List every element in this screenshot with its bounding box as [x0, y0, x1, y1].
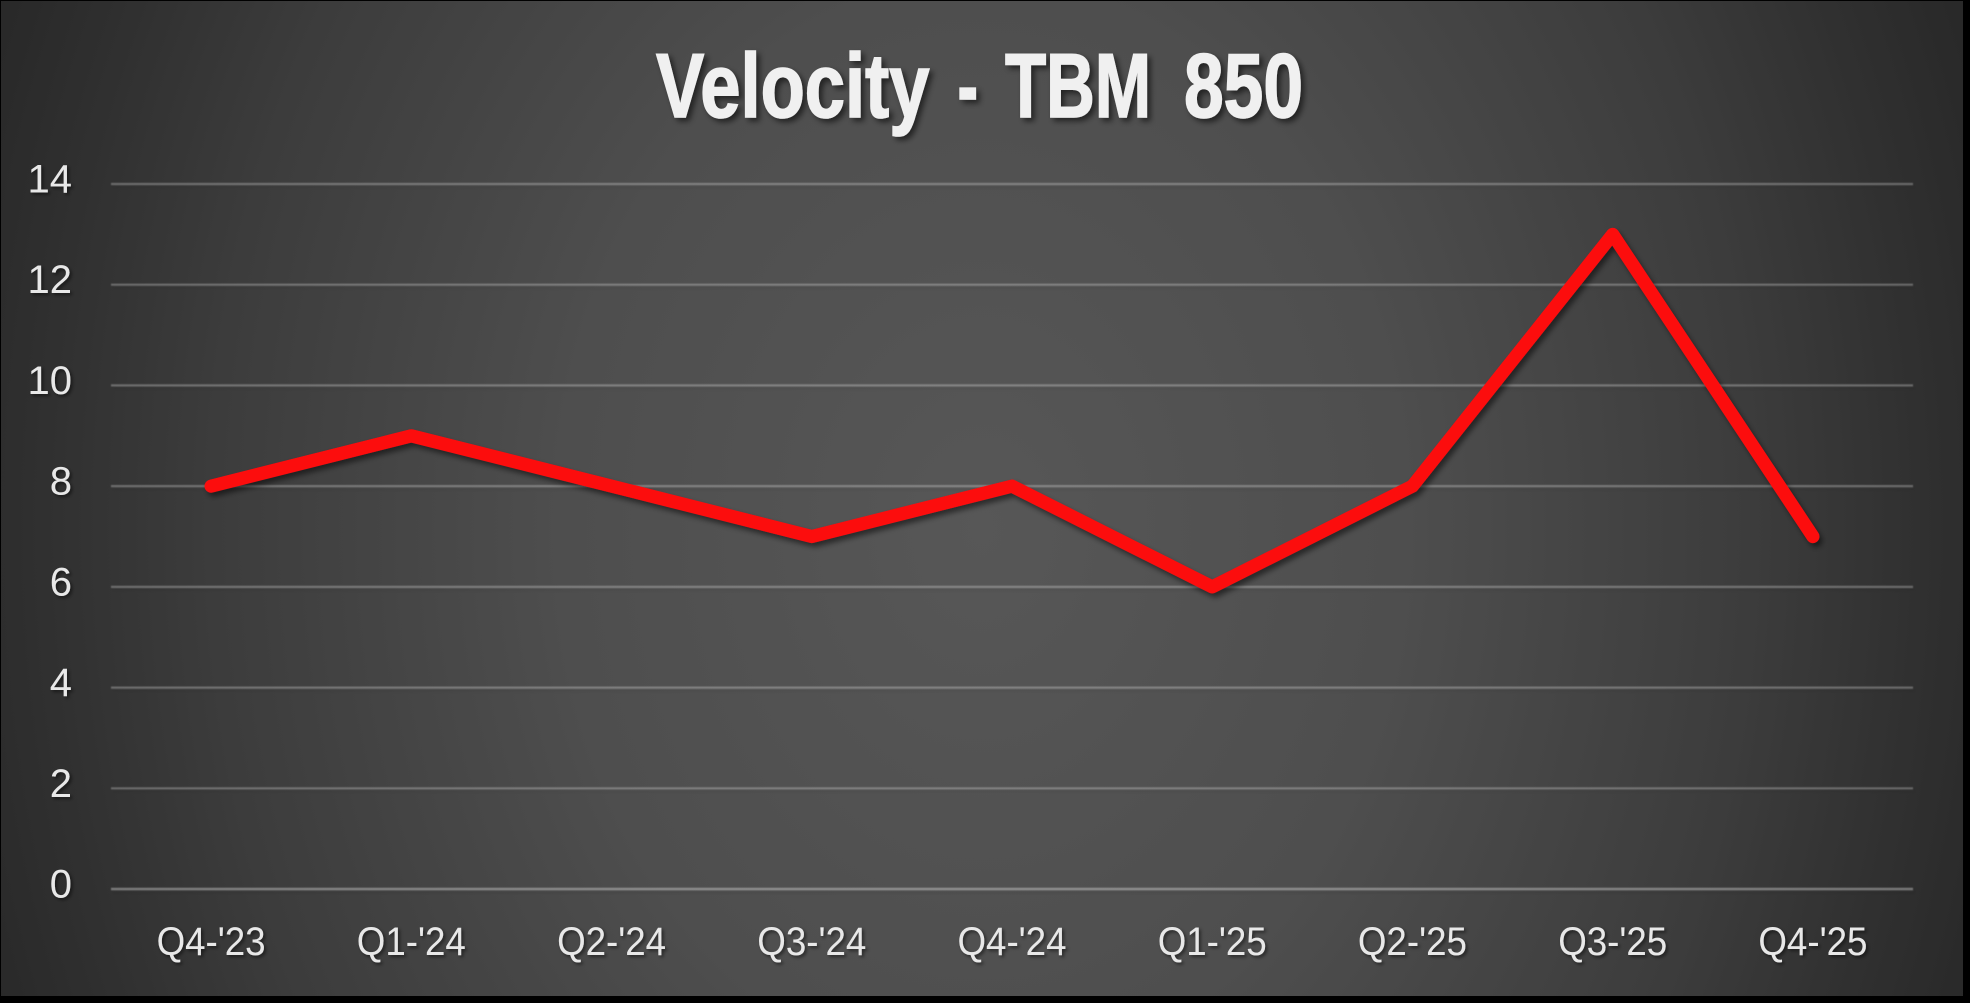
svg-text:Q3-'24: Q3-'24: [757, 920, 866, 964]
svg-text:Q3-'25: Q3-'25: [1558, 920, 1667, 964]
svg-text:12: 12: [28, 258, 73, 302]
svg-text:10: 10: [28, 359, 73, 403]
svg-text:6: 6: [50, 560, 72, 604]
svg-text:Velocity: Velocity: [656, 36, 930, 137]
svg-text:Q1-'24: Q1-'24: [357, 920, 466, 964]
svg-text:TBM: TBM: [1005, 36, 1151, 137]
svg-text:850: 850: [1184, 36, 1303, 137]
svg-text:-: -: [958, 36, 979, 137]
svg-text:Q2-'24: Q2-'24: [557, 920, 666, 964]
svg-text:Q2-'25: Q2-'25: [1358, 920, 1467, 964]
svg-text:Q4-'24: Q4-'24: [958, 920, 1067, 964]
svg-text:14: 14: [28, 158, 73, 202]
svg-text:4: 4: [50, 661, 72, 705]
svg-text:Q4-'25: Q4-'25: [1758, 920, 1867, 964]
svg-text:2: 2: [50, 762, 72, 806]
svg-text:Q1-'25: Q1-'25: [1158, 920, 1267, 964]
svg-text:0: 0: [50, 863, 72, 907]
svg-text:8: 8: [50, 460, 72, 504]
svg-text:Q4-'23: Q4-'23: [157, 920, 266, 964]
